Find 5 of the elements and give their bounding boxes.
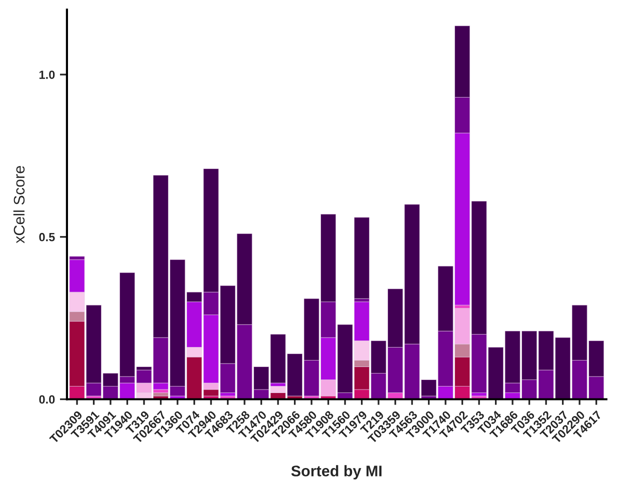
y-tick-label: 0.5 xyxy=(39,232,55,242)
x-axis-title: Sorted by MI xyxy=(291,465,382,480)
y-axis-title: xCell Score xyxy=(13,166,25,244)
y-tick-label: 1.0 xyxy=(39,70,55,79)
y-tick-label: 0.0 xyxy=(39,395,55,404)
